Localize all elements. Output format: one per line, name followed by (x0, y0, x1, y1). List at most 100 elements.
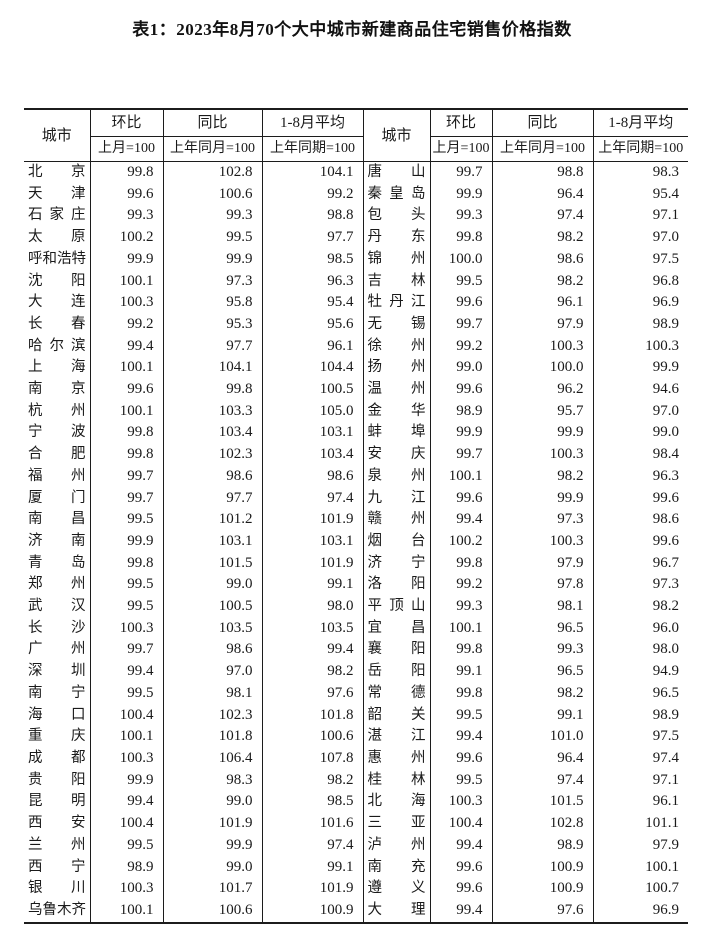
table-row: 宁波 99.8 103.4 103.1 蚌埠 99.9 99.9 99.0 (24, 422, 688, 445)
col-header-city-left: 城市 (24, 109, 90, 162)
index-value-cell: 99.1 (429, 661, 492, 683)
index-value-cell: 99.7 (429, 444, 492, 466)
city-name-cell: 南京 (28, 381, 86, 398)
index-value-cell: 96.4 (491, 183, 593, 206)
city-name-cell: 吉林 (362, 270, 430, 293)
col-header-city-right: 城市 (362, 109, 430, 162)
city-name-cell: 济宁 (362, 552, 430, 575)
table-row: 广州 99.7 98.6 99.4 襄阳 99.8 99.3 98.0 (24, 639, 688, 662)
city-name-cell: 重庆 (28, 728, 86, 745)
index-value-cell: 98.9 (491, 834, 593, 857)
price-index-table: 城市 环比 同比 1-8月平均 城市 环比 同比 1-8月平均 上月=100 上… (24, 108, 688, 924)
index-value-cell: 101.7 (162, 878, 262, 900)
index-value-cell: 99.6 (429, 379, 492, 401)
index-value-cell: 98.2 (491, 682, 593, 705)
index-value-cell: 99.4 (261, 639, 363, 662)
index-value-cell: 98.1 (162, 682, 262, 705)
city-name-cell: 兰州 (28, 836, 86, 853)
index-value-cell: 98.6 (491, 248, 593, 271)
index-value-cell: 101.5 (491, 791, 593, 814)
index-value-cell: 100.9 (261, 899, 363, 923)
index-value-cell: 99.9 (592, 357, 688, 380)
index-value-cell: 101.8 (162, 726, 262, 748)
index-value-cell: 99.8 (429, 682, 492, 705)
index-value-cell: 97.1 (592, 205, 688, 228)
index-value-cell: 99.5 (429, 704, 492, 727)
city-name-cell: 徐州 (362, 335, 430, 358)
index-value-cell: 98.5 (261, 248, 363, 271)
city-name-cell: 太原 (28, 229, 86, 246)
index-value-cell: 96.3 (592, 465, 688, 488)
index-value-cell: 99.4 (89, 661, 163, 683)
city-name-cell: 杭州 (28, 402, 86, 419)
index-value-cell: 97.5 (592, 726, 688, 748)
index-value-cell: 99.6 (592, 530, 688, 553)
index-value-cell: 99.0 (162, 791, 262, 814)
index-value-cell: 103.1 (261, 530, 363, 553)
index-value-cell: 99.5 (89, 596, 163, 618)
city-name-cell: 泉州 (362, 465, 430, 488)
city-name-cell: 西宁 (28, 858, 86, 875)
index-value-cell: 98.2 (491, 270, 593, 293)
index-value-cell: 102.8 (162, 161, 262, 184)
table-row: 沈阳 100.1 97.3 96.3 吉林 99.5 98.2 96.8 (24, 270, 688, 293)
city-name-cell: 惠州 (362, 747, 430, 770)
table-row: 乌鲁木齐 100.1 100.6 100.9 大理 99.4 97.6 96.9 (24, 899, 688, 923)
index-value-cell: 99.9 (89, 248, 163, 271)
index-value-cell: 97.9 (491, 313, 593, 336)
index-value-cell: 106.4 (162, 747, 262, 770)
index-value-cell: 98.8 (261, 205, 363, 228)
page-title: 表1：2023年8月70个大中城市新建商品住宅销售价格指数 (132, 20, 572, 39)
index-value-cell: 98.5 (261, 791, 363, 814)
index-value-cell: 99.4 (429, 899, 492, 923)
table-row: 太原 100.2 99.5 97.7 丹东 99.8 98.2 97.0 (24, 227, 688, 249)
city-name-cell: 南宁 (28, 684, 86, 701)
city-name-cell: 合肥 (28, 446, 86, 463)
index-value-cell: 100.5 (162, 596, 262, 618)
index-value-cell: 100.1 (429, 617, 492, 640)
city-name-cell: 韶关 (362, 704, 430, 727)
index-value-cell: 99.5 (89, 509, 163, 531)
table-row: 呼和浩特 99.9 99.9 98.5 锦州 100.0 98.6 97.5 (24, 248, 688, 271)
index-value-cell: 98.4 (592, 444, 688, 466)
city-name-cell: 秦皇岛 (362, 183, 430, 206)
index-value-cell: 100.1 (89, 357, 163, 380)
index-value-cell: 99.9 (429, 422, 492, 445)
table-row: 大连 100.3 95.8 95.4 牡丹江 99.6 96.1 96.9 (24, 292, 688, 314)
index-value-cell: 99.9 (429, 183, 492, 206)
table-row: 杭州 100.1 103.3 105.0 金华 98.9 95.7 97.0 (24, 400, 688, 423)
index-value-cell: 98.2 (261, 661, 363, 683)
city-name-cell: 长春 (28, 315, 86, 332)
index-value-cell: 99.3 (162, 205, 262, 228)
city-name-cell: 平顶山 (362, 596, 430, 618)
index-value-cell: 99.8 (89, 444, 163, 466)
index-value-cell: 101.0 (491, 726, 593, 748)
index-value-cell: 100.4 (89, 704, 163, 727)
index-value-cell: 99.6 (429, 487, 492, 510)
index-value-cell: 99.8 (429, 227, 492, 249)
col-header-avg-right: 1-8月平均 (592, 109, 688, 137)
index-value-cell: 105.0 (261, 400, 363, 423)
index-value-cell: 96.1 (491, 292, 593, 314)
city-name-cell: 泸州 (362, 834, 430, 857)
index-value-cell: 99.4 (429, 726, 492, 748)
index-value-cell: 99.3 (491, 639, 593, 662)
index-value-cell: 99.2 (429, 335, 492, 358)
index-value-cell: 97.0 (592, 400, 688, 423)
index-value-cell: 99.5 (89, 834, 163, 857)
city-name-cell: 石家庄 (28, 207, 86, 224)
index-value-cell: 102.3 (162, 444, 262, 466)
index-value-cell: 97.3 (592, 574, 688, 597)
index-value-cell: 99.6 (429, 878, 492, 900)
city-name-cell: 包头 (362, 205, 430, 228)
index-value-cell: 97.4 (261, 834, 363, 857)
index-value-cell: 96.1 (261, 335, 363, 358)
index-value-cell: 98.0 (261, 596, 363, 618)
city-name-cell: 宁波 (28, 424, 86, 441)
index-value-cell: 99.5 (162, 227, 262, 249)
index-value-cell: 99.0 (429, 357, 492, 380)
city-name-cell: 银川 (28, 880, 86, 897)
index-value-cell: 98.6 (261, 465, 363, 488)
table-row: 贵阳 99.9 98.3 98.2 桂林 99.5 97.4 97.1 (24, 769, 688, 792)
table-row: 合肥 99.8 102.3 103.4 安庆 99.7 100.3 98.4 (24, 444, 688, 466)
